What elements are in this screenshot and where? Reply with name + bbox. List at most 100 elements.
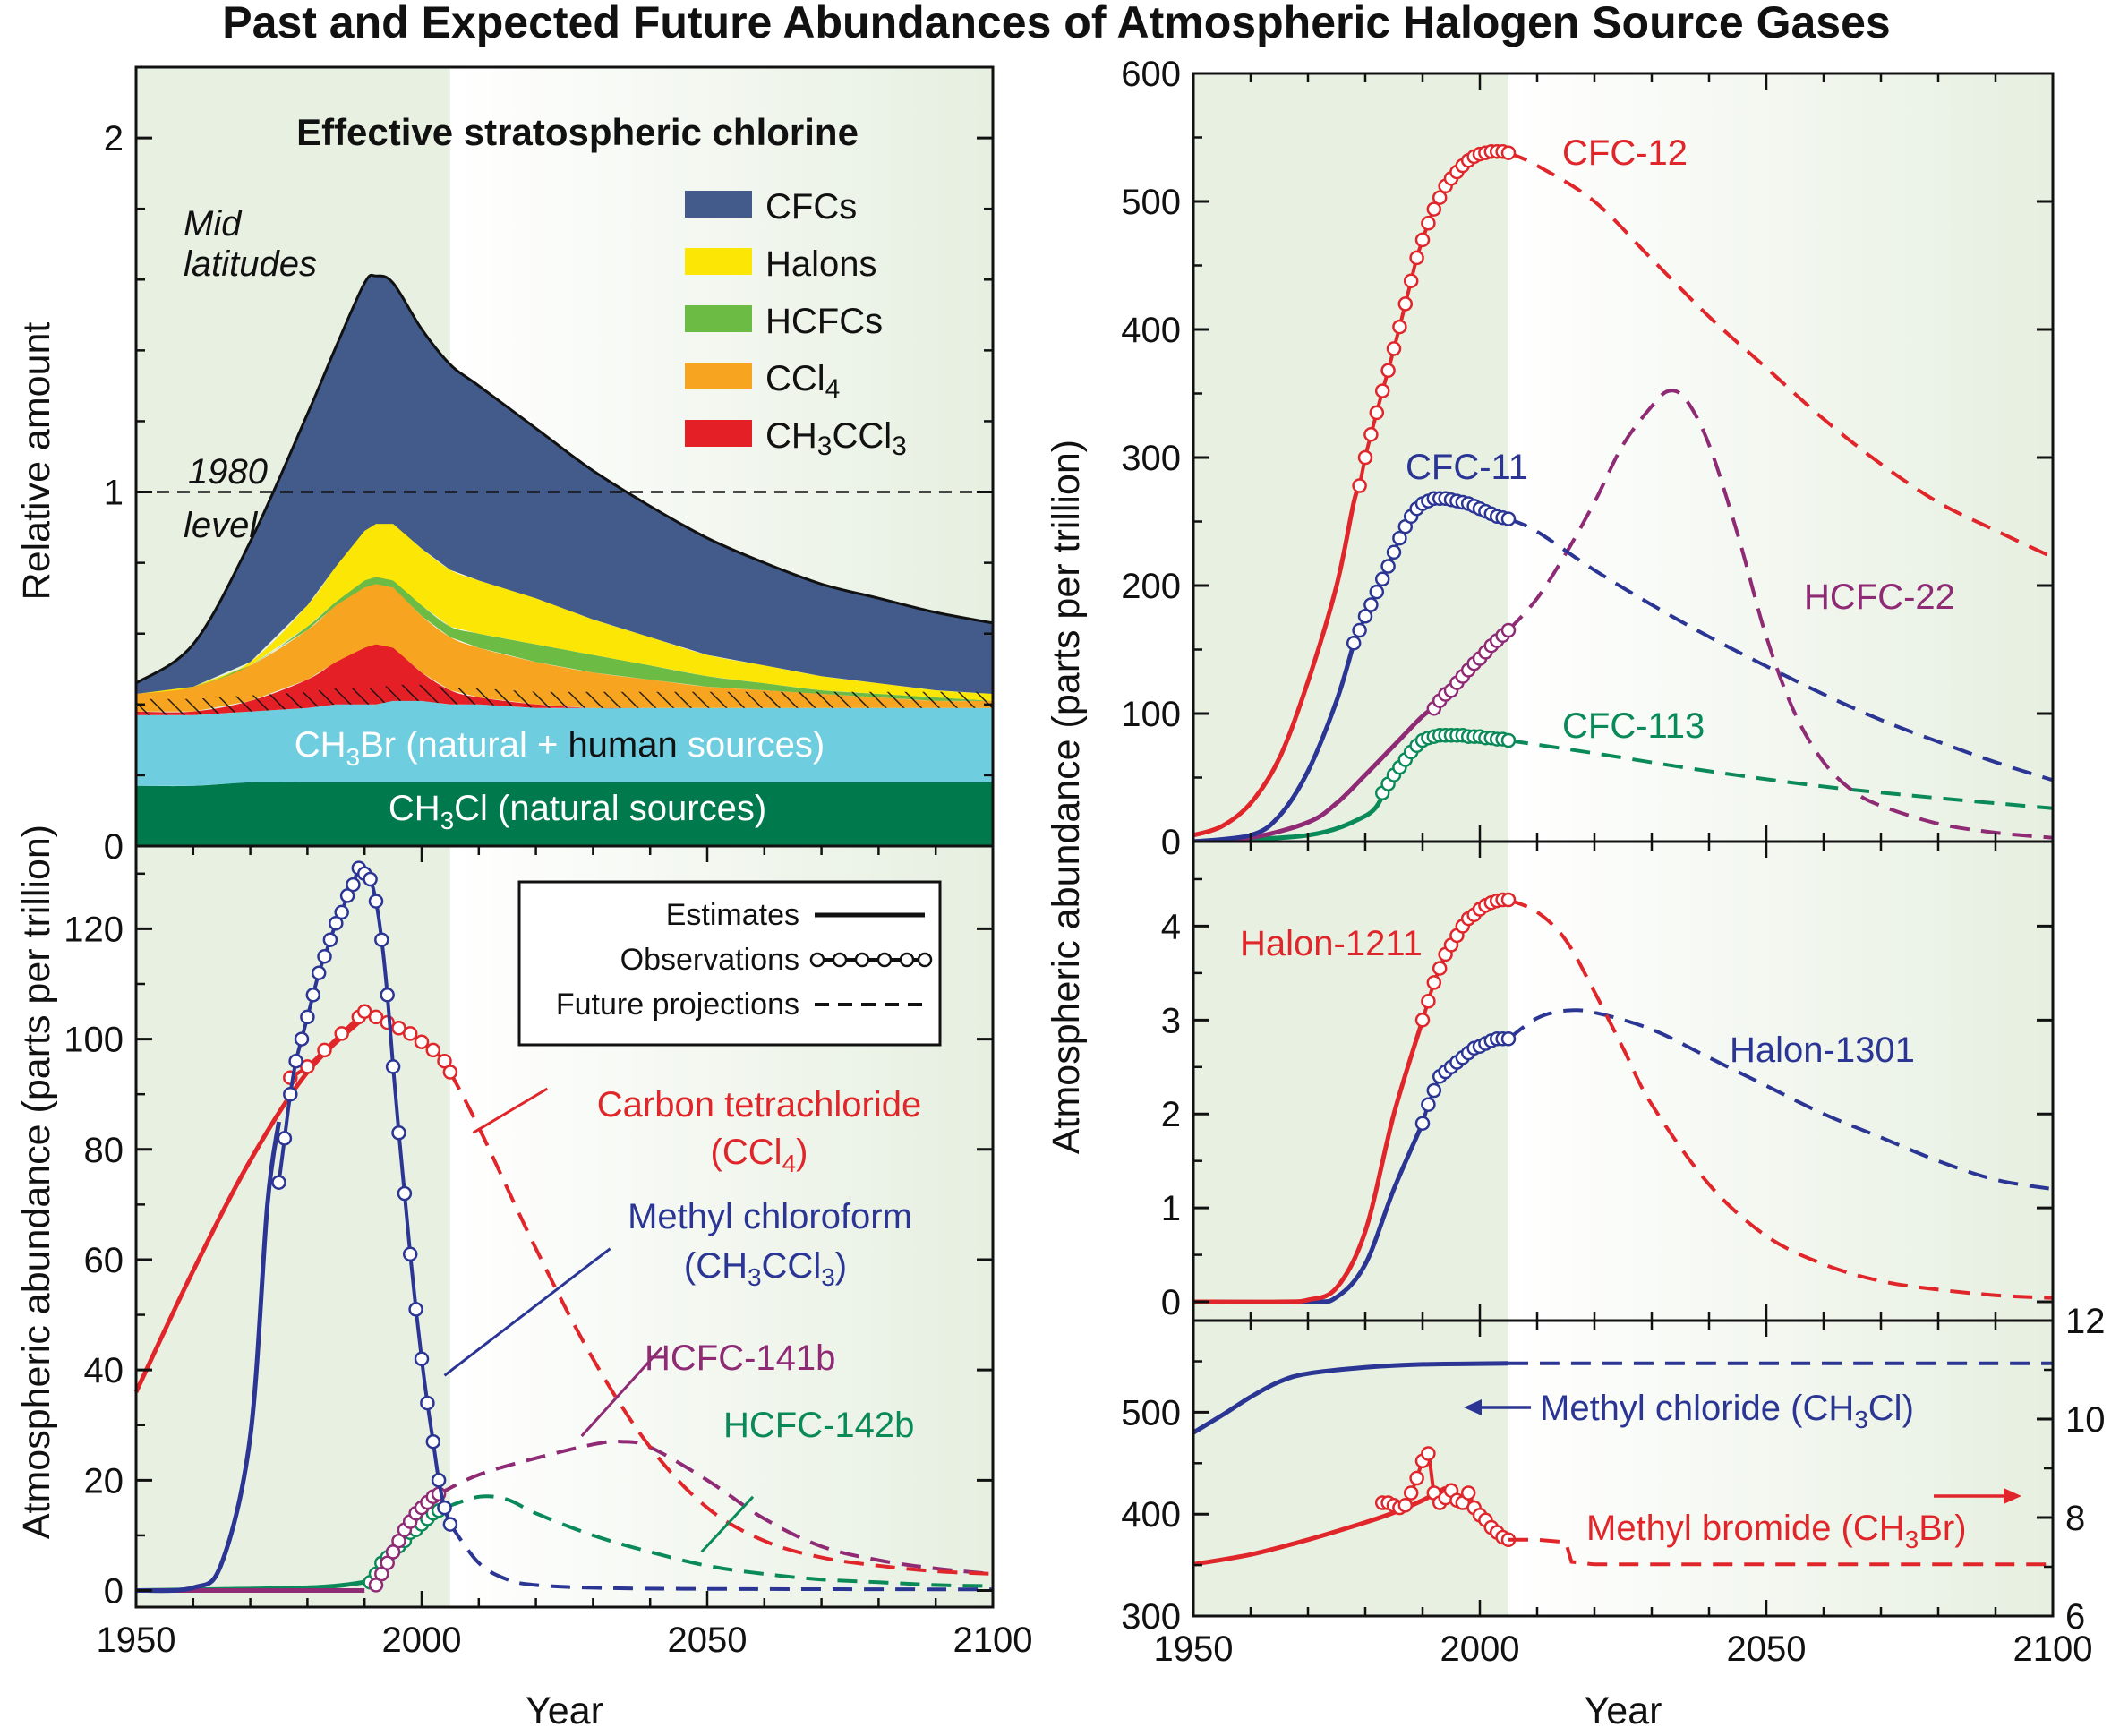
esc-total-outline (135, 273, 994, 685)
tr-cfc-12-observation-point (1386, 341, 1402, 356)
bl-carbon-tetrachloride-observation-point (391, 1021, 406, 1036)
tr-cfc-12-observation-point (1357, 449, 1373, 466)
mr-ytick-label: 1 (1161, 1189, 1181, 1228)
bl-hcfc141b-leader (580, 1347, 663, 1438)
tr-cfc-12-estimate (1192, 484, 1362, 838)
bl-carbon-tetrachloride-observation-point (402, 1026, 418, 1041)
tr-cfc-12-projection (1508, 150, 2054, 560)
bl-xlabel: Year (526, 1689, 603, 1732)
legend-obs-circle (917, 952, 933, 968)
bl-xtick-label: 2050 (668, 1621, 748, 1660)
bl-hcfc-141b-observation-point (368, 1578, 384, 1593)
br-xlabel: Year (1585, 1689, 1662, 1732)
br-y2tick-label: 12 (2065, 1302, 2106, 1341)
bl-methyl-chloroform-observation-point (385, 1059, 401, 1074)
br-y2tick-label: 6 (2065, 1597, 2085, 1637)
label-methyl-bromide: Methyl bromide (CH3Br) (1586, 1509, 1967, 1553)
tr-ytick-label: 300 (1121, 439, 1181, 478)
br-methyl-chloride-estimate (1192, 1361, 1509, 1435)
legend-label-halons: Halons (765, 244, 877, 284)
mr-shade-future (1508, 842, 2053, 1321)
bl-carbon-tetrachloride-observation-point (368, 1009, 384, 1025)
bl-methyl-chloroform-observation-point (380, 988, 395, 1003)
tr-ytick-label: 400 (1121, 311, 1181, 350)
legend-swatch-cfcs (685, 191, 752, 218)
bl-methyl-chloroform-observation-point (305, 988, 321, 1003)
tr-cfc-12-observation-point (1397, 296, 1414, 312)
bl-hcfc142b-leader (700, 1495, 755, 1553)
esc-area-5 (136, 521, 993, 701)
esc-area-6 (136, 275, 993, 694)
bl-methyl-chloroform-observation-point (322, 932, 338, 947)
br-y2tick-label: 10 (2065, 1400, 2106, 1440)
esc-ytick-label: 0 (104, 827, 124, 867)
legend-obs-circle (854, 952, 870, 968)
mr-halon-1301-projection (1507, 1008, 2054, 1192)
tr-ytick-label: 600 (1121, 55, 1181, 94)
br-ytick-label: 300 (1121, 1597, 1181, 1637)
tr-ytick-label: 0 (1161, 823, 1181, 862)
legend-label-ch3ccl3: CH3CCl3 (765, 416, 907, 461)
mr-halon-1211-estimate (1192, 1019, 1425, 1304)
br-methyl-bromide-estimate (1192, 1485, 1447, 1567)
bl-hcfc-141b-observation-point (374, 1566, 389, 1582)
br-methyl-bromide-observation-point (1403, 1485, 1419, 1501)
label-methyl-chloride: Methyl chloride (CH3Cl) (1540, 1389, 1914, 1433)
tr-cfc-11-projection (1508, 517, 2054, 782)
legend-swatch-ch3ccl3 (685, 420, 752, 447)
tr-cfc-11-observation-point (1386, 544, 1402, 560)
legend-label-ccl4: CCl4 (765, 359, 840, 404)
tr-ylabel: Atmospheric abundance (parts per trillio… (1045, 440, 1088, 1154)
tr-ytick-label: 500 (1121, 183, 1181, 222)
bl-methyl-chloroform-observation-point (397, 1185, 413, 1202)
mr-halon-1211-observation-point (1414, 1013, 1431, 1028)
esc-legend: CFCs Halons HCFCs CCl4 CH3CCl3 (685, 187, 907, 461)
mr-ytick-label: 0 (1161, 1283, 1181, 1322)
mr-ytick-label: 4 (1161, 907, 1181, 946)
bl-methyl-chloroform-observation-point (414, 1351, 430, 1367)
tr-ytick-label: 200 (1121, 567, 1181, 606)
br-ytick-label: 400 (1121, 1495, 1181, 1535)
bl-methyl-chloroform-observation-point (329, 915, 344, 931)
mr-halon-1211-projection (1508, 898, 2054, 1300)
bl-methyl-chloroform-observation-point (431, 1473, 447, 1488)
mr-ytick-label: 3 (1161, 1001, 1181, 1040)
bl-carbon-tetrachloride-observation-point (334, 1026, 349, 1041)
cfc-panel: 0 100 200 300 400 500 600 Atmospheric abundance… (1045, 55, 2055, 1154)
mr-shade-past (1193, 842, 1508, 1321)
bl-hcfc-141b-projection (438, 1440, 994, 1576)
mr-halon-1211-observation-point (1421, 994, 1436, 1009)
mid-latitudes-1: Mid (184, 204, 243, 244)
bl-methyl-chloroform-observation-point (437, 1500, 452, 1516)
bl-ytick-label: 0 (104, 1572, 124, 1612)
mr-halon-1301-observation-point (1421, 1097, 1436, 1112)
legend-obs-circle (876, 952, 893, 968)
bl-ytick-label: 80 (84, 1131, 124, 1170)
br-shade-future (1508, 1321, 2053, 1616)
legend-observations-symbol (809, 952, 933, 968)
tr-hcfc-22-observation-point (1500, 622, 1517, 638)
label-mcf-2: (CH3CCl3) (684, 1246, 847, 1291)
tr-cfc-113-observation-point (1500, 732, 1517, 748)
bl-carbon-tetrachloride-estimate (133, 1015, 366, 1393)
br-xtick-label: 2050 (1727, 1629, 1807, 1669)
br-xtick-label: 2100 (2013, 1629, 2093, 1669)
bl-methyl-chloroform-observation-point (402, 1246, 418, 1262)
tr-cfc-12-observation-point (1500, 145, 1517, 160)
bl-methyl-chloroform-observation-point (311, 965, 327, 980)
legend-box (517, 880, 942, 1047)
mr-halon-1211-observation-point (1426, 975, 1442, 990)
esc-title: Effective stratospheric chlorine (296, 111, 859, 153)
bl-ytick-label: 60 (84, 1241, 124, 1280)
bl-methyl-chloroform-observation-point (271, 1175, 286, 1190)
mr-halon-1301-observation-point (1414, 1116, 1431, 1131)
tr-ytick-label: 100 (1121, 695, 1181, 734)
tr-cfc-11-observation-point (1500, 511, 1517, 526)
esc-human-bromine-hatch (136, 684, 993, 715)
tr-cfc-12-observation-point (1374, 383, 1390, 398)
halon-panel: 0 1 2 3 4 (1161, 840, 2055, 1322)
tr-cfc-12-observation-point (1392, 319, 1407, 335)
esc-area-3 (136, 584, 993, 712)
label-ccl4-2: (CCl4) (711, 1133, 808, 1177)
